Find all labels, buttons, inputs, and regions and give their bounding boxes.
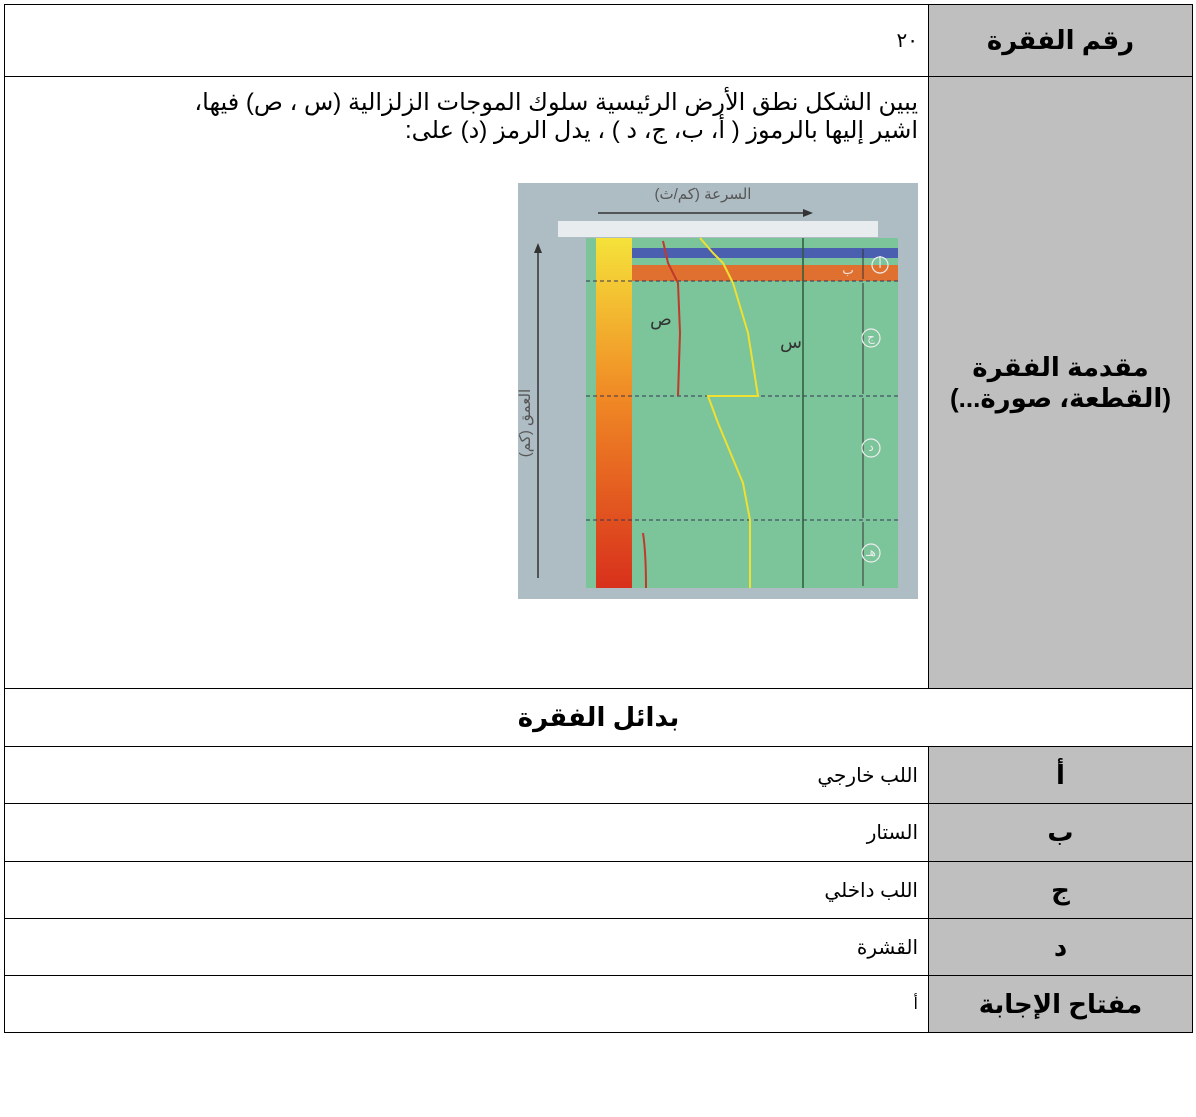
- item-table: رقم الفقرة ٢٠ مقدمة الفقرة (القطعة، صورة…: [4, 4, 1193, 1033]
- gradient-strip: [596, 238, 632, 588]
- label-cell: مقدمة الفقرة (القطعة، صورة...): [928, 76, 1193, 689]
- option-letter: ج: [928, 861, 1193, 919]
- zone-label: ج: [867, 330, 875, 344]
- option-letter: د: [928, 918, 1193, 976]
- option-letter: أ: [928, 746, 1193, 804]
- band: [558, 221, 878, 237]
- row: بدائل الفقرة: [4, 688, 1193, 747]
- option-text: اللب خارجي: [4, 746, 929, 804]
- wave-p-curve: [699, 237, 760, 588]
- zone-circles: [861, 256, 889, 563]
- label-line: (القطعة، صورة...): [950, 382, 1171, 413]
- row: ج اللب داخلي: [4, 861, 1193, 919]
- wave-s-curve: [662, 240, 682, 397]
- text-line: اشير إليها بالرموز ( أ، ب، ج، د ) ، يدل …: [405, 117, 918, 144]
- row: مقدمة الفقرة (القطعة، صورة...) يبين الشك…: [4, 76, 1193, 689]
- layer: [632, 248, 898, 258]
- answer-value: أ: [4, 975, 929, 1033]
- label-cell: رقم الفقرة: [928, 4, 1193, 77]
- label-cell: مفتاح الإجابة: [928, 975, 1193, 1033]
- zone-label: هـ: [865, 545, 876, 559]
- item-number: ٢٠: [4, 4, 929, 77]
- layer: [632, 265, 898, 281]
- row: رقم الفقرة ٢٠: [4, 4, 1193, 77]
- row: أ اللب خارجي: [4, 746, 1193, 804]
- option-text: اللب داخلي: [4, 861, 929, 919]
- option-letter: ب: [928, 803, 1193, 862]
- option-text: الستار: [4, 803, 929, 862]
- arrow-head: [534, 243, 542, 253]
- intro-cell: يبين الشكل نطق الأرض الرئيسية سلوك الموج…: [4, 76, 929, 689]
- zone-label: ب: [842, 263, 853, 277]
- alternatives-title: بدائل الفقرة: [4, 688, 1193, 747]
- wave-label: ص: [650, 309, 672, 330]
- text-line: يبين الشكل نطق الأرض الرئيسية سلوك الموج…: [194, 89, 918, 116]
- option-text: القشرة: [4, 918, 929, 976]
- intro-text: يبين الشكل نطق الأرض الرئيسية سلوك الموج…: [15, 89, 918, 145]
- arrow-head: [803, 209, 813, 217]
- x-axis-label: السرعة (كم/ث): [655, 186, 752, 203]
- wave-label: س: [780, 332, 802, 352]
- row: ب الستار: [4, 803, 1193, 862]
- earth-figure: السرعة (كم/ث) العمق (كم) س ص: [518, 183, 918, 599]
- y-axis-label: العمق (كم): [518, 389, 534, 457]
- green-area: [586, 238, 898, 588]
- row: مفتاح الإجابة أ: [4, 975, 1193, 1033]
- zone-label: أ: [878, 256, 881, 271]
- label-line: مقدمة الفقرة: [972, 351, 1149, 382]
- zone-label: د: [868, 440, 873, 454]
- wave-s-curve: [642, 532, 647, 589]
- row: د القشرة: [4, 918, 1193, 976]
